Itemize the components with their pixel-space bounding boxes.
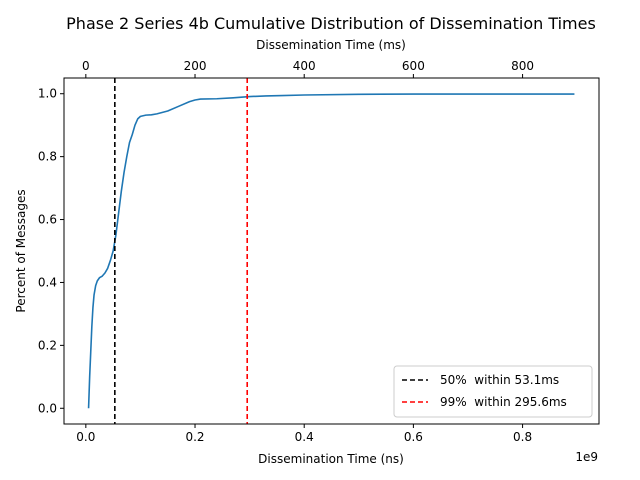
y-tick-label-2: 0.4 bbox=[38, 275, 57, 289]
y-tick-label-0: 0.0 bbox=[38, 401, 57, 415]
y-tick-label-4: 0.8 bbox=[38, 150, 57, 164]
legend-label-50: 50% within 53.1ms bbox=[440, 373, 559, 387]
x-tick-label-3: 0.6 bbox=[404, 430, 423, 444]
y-tick-label-3: 0.6 bbox=[38, 213, 57, 227]
legend-frame bbox=[393, 365, 593, 418]
y-axis-label: Percent of Messages bbox=[14, 189, 28, 312]
x2-tick-label-0: 0 bbox=[82, 59, 90, 73]
x2-tick-label-3: 600 bbox=[402, 59, 425, 73]
x2-tick-label-2: 400 bbox=[293, 59, 316, 73]
plot-content bbox=[87, 78, 575, 424]
chart-title: Phase 2 Series 4b Cumulative Distributio… bbox=[66, 14, 596, 33]
x-tick-label-4: 0.8 bbox=[513, 430, 532, 444]
x-tick-label-1: 0.2 bbox=[185, 430, 204, 444]
x-tick-label-0: 0.0 bbox=[76, 430, 95, 444]
y-tick-label-1: 0.2 bbox=[38, 338, 57, 352]
x-offset-label: 1e9 bbox=[575, 450, 598, 464]
x2-tick-label-4: 800 bbox=[511, 59, 534, 73]
plot-frame bbox=[63, 77, 600, 425]
top-axis-label: Dissemination Time (ms) bbox=[256, 38, 406, 52]
x-axis-label: Dissemination Time (ns) bbox=[258, 452, 404, 466]
series-line-0 bbox=[87, 93, 575, 409]
x2-tick-label-1: 200 bbox=[184, 59, 207, 73]
y-tick-label-5: 1.0 bbox=[38, 87, 57, 101]
legend: 50% within 53.1ms 99% within 295.6ms bbox=[393, 365, 593, 418]
legend-label-99: 99% within 295.6ms bbox=[440, 395, 567, 409]
axis-ticks: 0.0 0.2 0.4 0.6 0.8 0 200 400 600 800 0.0 0.2 0.4 0.6… bbox=[38, 59, 534, 444]
x-tick-label-2: 0.4 bbox=[295, 430, 314, 444]
